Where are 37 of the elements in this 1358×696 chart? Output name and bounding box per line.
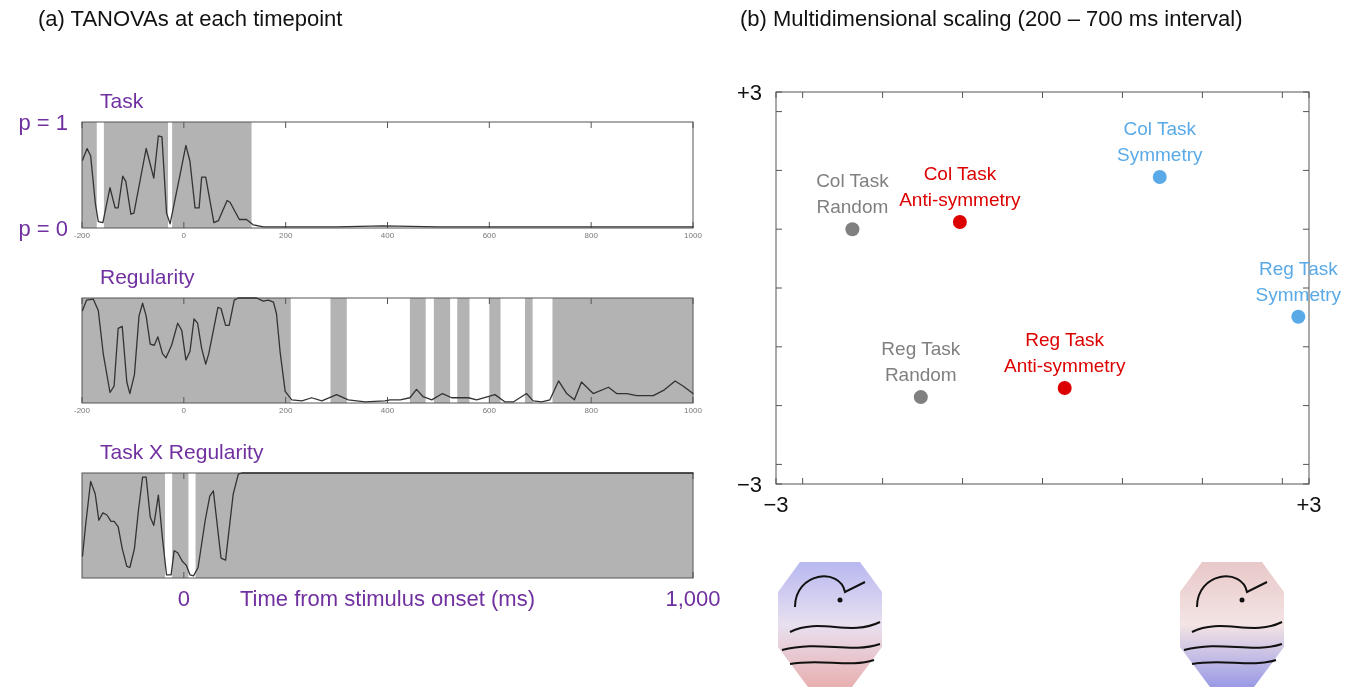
chart-title: Task X Regularity — [100, 440, 264, 463]
x-tick-label: 600 — [482, 406, 497, 415]
x-tick-label: 1000 — [684, 231, 703, 240]
x-tick-label: 200 — [278, 231, 293, 240]
x-tick-label: 0 — [181, 406, 187, 415]
x-tick-label: 1,000 — [665, 586, 721, 611]
x-axis-title: Time from stimulus onset (ms) — [239, 586, 536, 611]
chart-title: Regularity — [100, 265, 196, 288]
data-label: Col Task Anti-symmetry — [899, 163, 1022, 211]
y-tick-label: p = 1 — [18, 109, 68, 135]
point — [845, 222, 860, 237]
chart-title: (b) Multidimensional scaling (200 – 700 ms interval) — [740, 6, 1243, 31]
y-tick-label: p = 0 — [18, 215, 68, 241]
x-tick-label: 400 — [380, 231, 395, 240]
data-label: Col Task Symmetry — [1117, 117, 1204, 165]
line-series — [81, 135, 694, 228]
x-tick-label: 0 — [177, 586, 190, 611]
point — [1152, 169, 1167, 184]
data-label: Col Task Random — [816, 170, 890, 218]
x-tick-label: 800 — [584, 231, 599, 240]
chart-title: (a) TANOVAs at each timepoint — [38, 6, 343, 31]
x-tick-label: 0 — [181, 231, 187, 240]
point — [1291, 309, 1306, 324]
x-tick-label: 1000 — [684, 406, 703, 415]
x-tick-label: 200 — [278, 406, 293, 415]
point — [913, 390, 928, 405]
data-label: Reg Task Random — [881, 338, 961, 386]
x-tick-label: -200 — [73, 231, 91, 240]
data-label: Reg Task Symmetry — [1255, 257, 1342, 305]
x-tick-label: 400 — [380, 406, 395, 415]
chart-subtitle: Task — [100, 89, 144, 112]
x-tick-label: -200 — [73, 406, 91, 415]
x-tick-label: 800 — [584, 406, 599, 415]
point — [952, 215, 967, 230]
point — [1057, 380, 1072, 395]
data-label: Reg Task Anti-symmetry — [1004, 328, 1126, 376]
x-tick-label: 600 — [482, 231, 497, 240]
